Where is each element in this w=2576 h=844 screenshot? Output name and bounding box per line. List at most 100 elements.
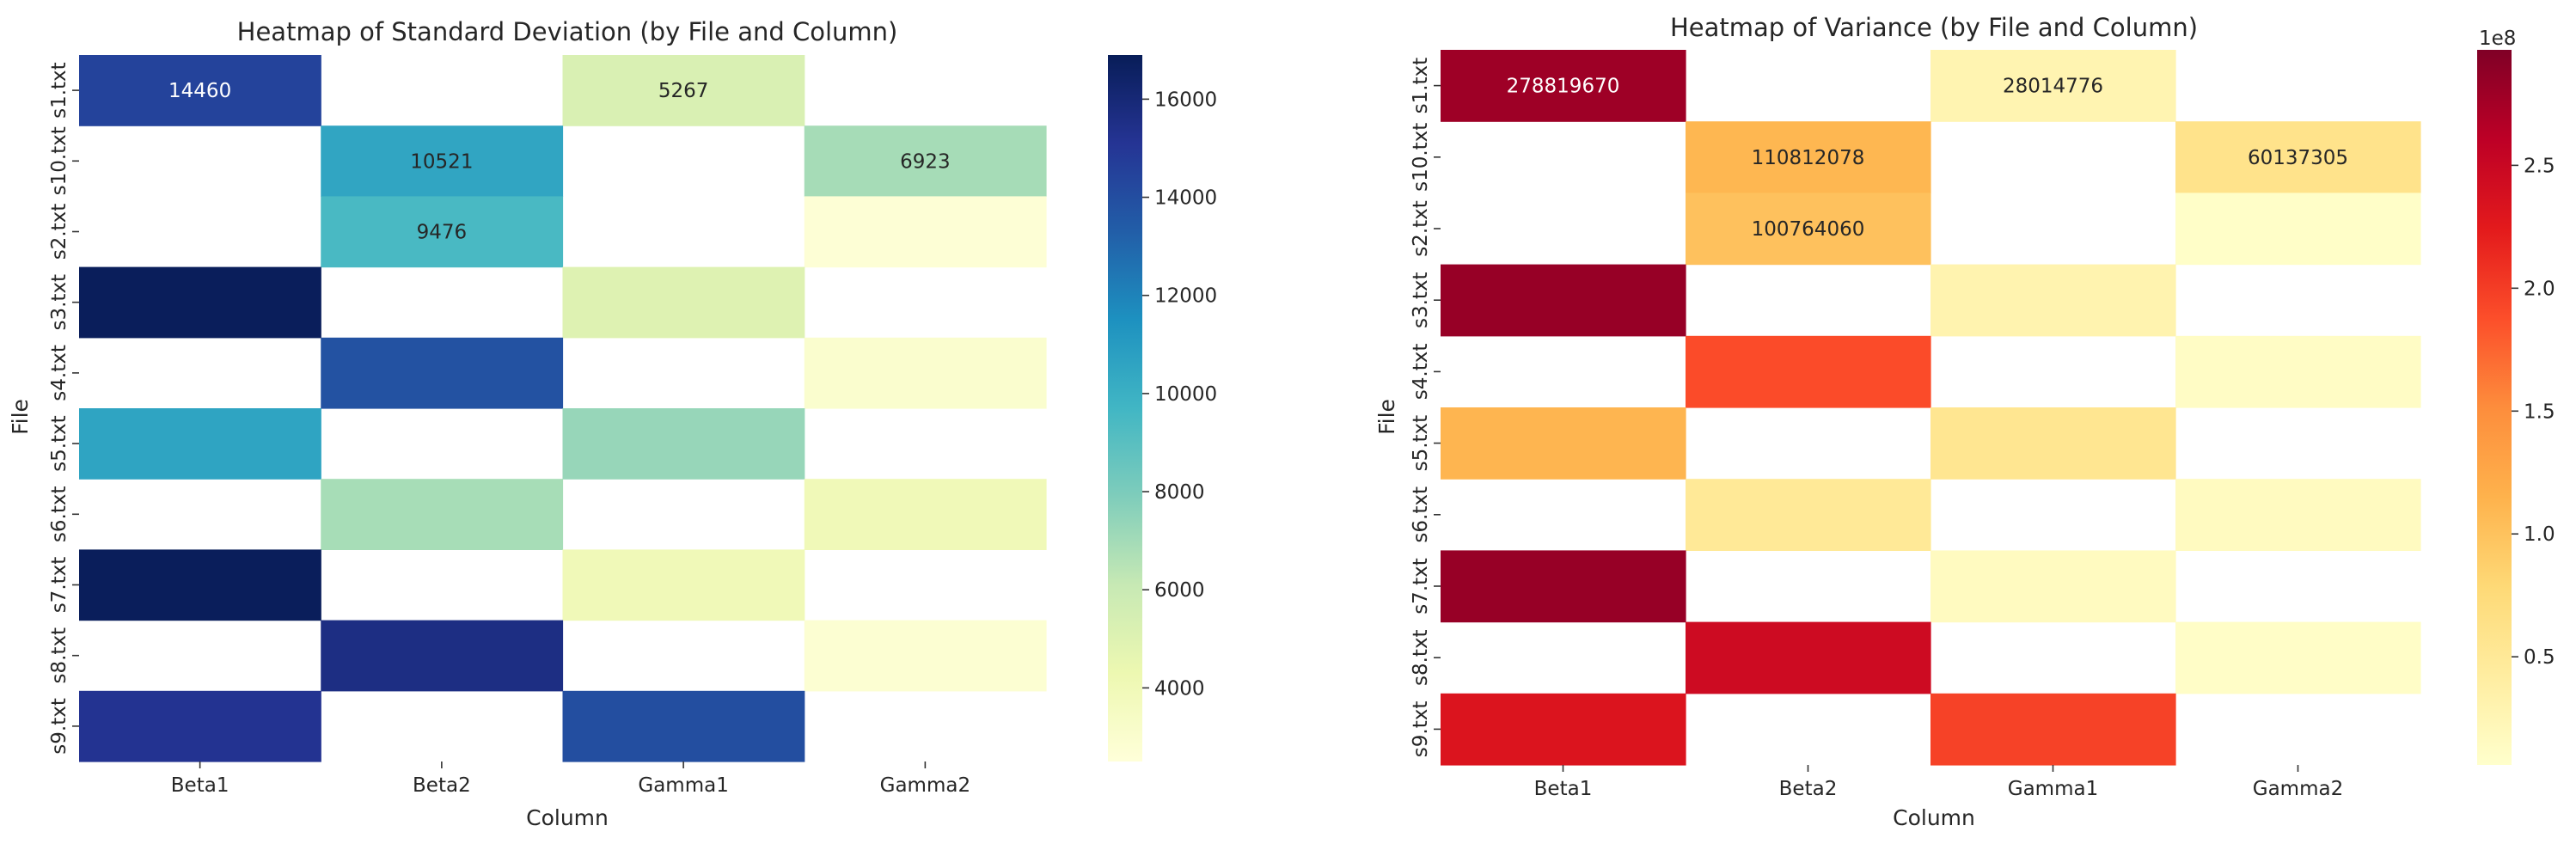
std-colorbar-tick-label: 4000 [1154,677,1205,700]
std-y-tick-label: s5.txt [48,415,70,472]
var-cell-s8.txt-Gamma2 [2175,621,2421,694]
var-cell-s10.txt-Gamma2 [2175,121,2421,193]
std-colorbar-gradient [1108,55,1142,761]
var-cell-annotation: 100764060 [1752,218,1865,241]
std-y-tick-label: s2.txt [48,204,70,260]
var-heatmap-y-ticks: s1.txt s10.txt s2.txt s3.txt s4.txt s5.txt s6.… [1410,58,1441,757]
var-cell-annotation: 110812078 [1752,147,1865,169]
var-colorbar-tick-label: 0.5 [2524,646,2555,669]
var-x-tick-label: Gamma1 [2008,778,2098,800]
var-colorbar: 0.5 1.0 1.5 2.0 2.5 [2477,50,2555,765]
std-colorbar-tick-label: 10000 [1154,383,1217,406]
std-cell-s2.txt-Beta2 [321,196,564,268]
std-x-tick-label: Gamma1 [638,774,728,797]
std-heatmap-xlabel: Column [526,805,609,830]
var-heatmap-x-ticks: Beta1 Beta2 Gamma1 Gamma2 [1534,765,2343,800]
var-cell-s7.txt-Beta1 [1441,550,1686,623]
heatmap-variance-panel: Heatmap of Variance (by File and Column)… [1374,13,2555,830]
var-y-tick-label: s9.txt [1410,701,1432,758]
std-heatmap-y-ticks: s1.txt s10.txt s2.txt s3.txt s4.txt s5.txt s6.… [48,62,79,755]
var-cell-s1.txt-Beta1 [1441,50,1686,122]
std-colorbar-tick-label: 12000 [1154,285,1217,308]
std-cell-s3.txt-Gamma1 [562,266,805,339]
std-cell-annotation: 10521 [410,150,473,173]
var-colorbar-tick-label: 1.0 [2524,523,2555,546]
var-colorbar-tick-label: 2.0 [2524,278,2555,300]
std-x-tick-label: Beta2 [413,774,471,797]
var-cell-s6.txt-Beta2 [1686,479,1931,551]
std-heatmap-ylabel: File [8,399,33,435]
std-y-tick-label: s1.txt [48,62,70,119]
std-colorbar-tick-label: 6000 [1154,579,1205,602]
var-cell-s3.txt-Gamma1 [1930,264,2176,337]
std-cell-s10.txt-Beta2 [321,125,564,197]
std-cell-annotation: 14460 [168,80,231,102]
std-y-tick-label: s4.txt [48,345,70,401]
std-y-tick-label: s10.txt [48,126,70,195]
var-cell-s2.txt-Beta2 [1686,193,1931,266]
std-cell-s5.txt-Beta1 [79,408,321,480]
std-colorbar: 4000 6000 8000 10000 12000 14000 16000 [1108,55,1217,761]
std-cell-s1.txt-Gamma1 [562,55,805,126]
std-cell-s8.txt-Beta2 [321,620,564,692]
std-y-tick-label: s8.txt [48,627,70,684]
var-cell-s1.txt-Gamma1 [1930,50,2176,122]
var-colorbar-offset-label: 1e8 [2479,28,2516,50]
var-cell-s6.txt-Gamma2 [2175,479,2421,551]
var-y-tick-label: s5.txt [1410,415,1432,472]
var-colorbar-tick-label: 2.5 [2524,155,2555,177]
std-cell-s9.txt-Beta1 [79,690,321,762]
var-heatmap-ylabel: File [1374,399,1399,435]
std-y-tick-label: s3.txt [48,274,70,331]
std-cell-s5.txt-Gamma1 [562,408,805,480]
var-cell-s2.txt-Gamma2 [2175,193,2421,266]
std-cell-s3.txt-Beta1 [79,266,321,339]
var-heatmap-xlabel: Column [1893,805,1975,830]
var-heatmap-annotations: 278819670 28014776 110812078 60137305 100764… [1507,76,2348,241]
std-x-tick-label: Beta1 [171,774,229,797]
std-cell-s4.txt-Gamma2 [804,337,1047,409]
std-cell-annotation: 6923 [900,150,951,173]
std-y-tick-label: s7.txt [48,557,70,614]
std-colorbar-tick-label: 8000 [1154,481,1205,504]
std-cell-s4.txt-Beta2 [321,337,564,409]
var-cell-s5.txt-Beta1 [1441,407,1686,480]
var-colorbar-tick-label: 1.5 [2524,401,2555,423]
std-colorbar-tick-label: 16000 [1154,89,1217,111]
var-x-tick-label: Beta2 [1779,778,1838,800]
std-cell-s2.txt-Gamma2 [804,196,1047,268]
std-cell-s7.txt-Gamma1 [562,549,805,621]
var-cell-annotation: 60137305 [2248,147,2348,169]
std-x-tick-label: Gamma2 [880,774,970,797]
var-heatmap-cells [1441,50,2421,766]
std-cell-s6.txt-Beta2 [321,479,564,550]
std-y-tick-label: s9.txt [48,698,70,755]
std-y-tick-label: s6.txt [48,486,70,543]
var-cell-s4.txt-Gamma2 [2175,335,2421,408]
var-y-tick-label: s4.txt [1410,344,1432,401]
var-cell-s10.txt-Beta2 [1686,121,1931,193]
var-x-tick-label: Gamma2 [2253,778,2343,800]
var-y-tick-label: s3.txt [1410,272,1432,328]
std-cell-s7.txt-Beta1 [79,549,321,621]
var-y-tick-label: s7.txt [1410,558,1432,615]
var-y-tick-label: s2.txt [1410,200,1432,257]
var-y-tick-label: s6.txt [1410,486,1432,543]
var-cell-s9.txt-Beta1 [1441,693,1686,766]
std-heatmap-cells [79,55,1047,762]
std-cell-s8.txt-Gamma2 [804,620,1047,692]
var-cell-s5.txt-Gamma1 [1930,407,2176,480]
std-cell-s9.txt-Gamma1 [562,690,805,762]
var-cell-s8.txt-Beta2 [1686,621,1931,694]
var-y-tick-label: s10.txt [1410,123,1432,192]
std-cell-s10.txt-Gamma2 [804,125,1047,197]
var-cell-annotation: 28014776 [2003,76,2103,98]
var-colorbar-gradient [2477,50,2512,765]
std-cell-annotation: 9476 [417,222,468,244]
var-cell-s7.txt-Gamma1 [1930,550,2176,623]
var-heatmap-title: Heatmap of Variance (by File and Column) [1670,13,2198,42]
std-cell-annotation: 5267 [658,80,709,102]
var-cell-s3.txt-Beta1 [1441,264,1686,337]
std-colorbar-tick-label: 14000 [1154,187,1217,210]
var-cell-annotation: 278819670 [1507,76,1620,98]
